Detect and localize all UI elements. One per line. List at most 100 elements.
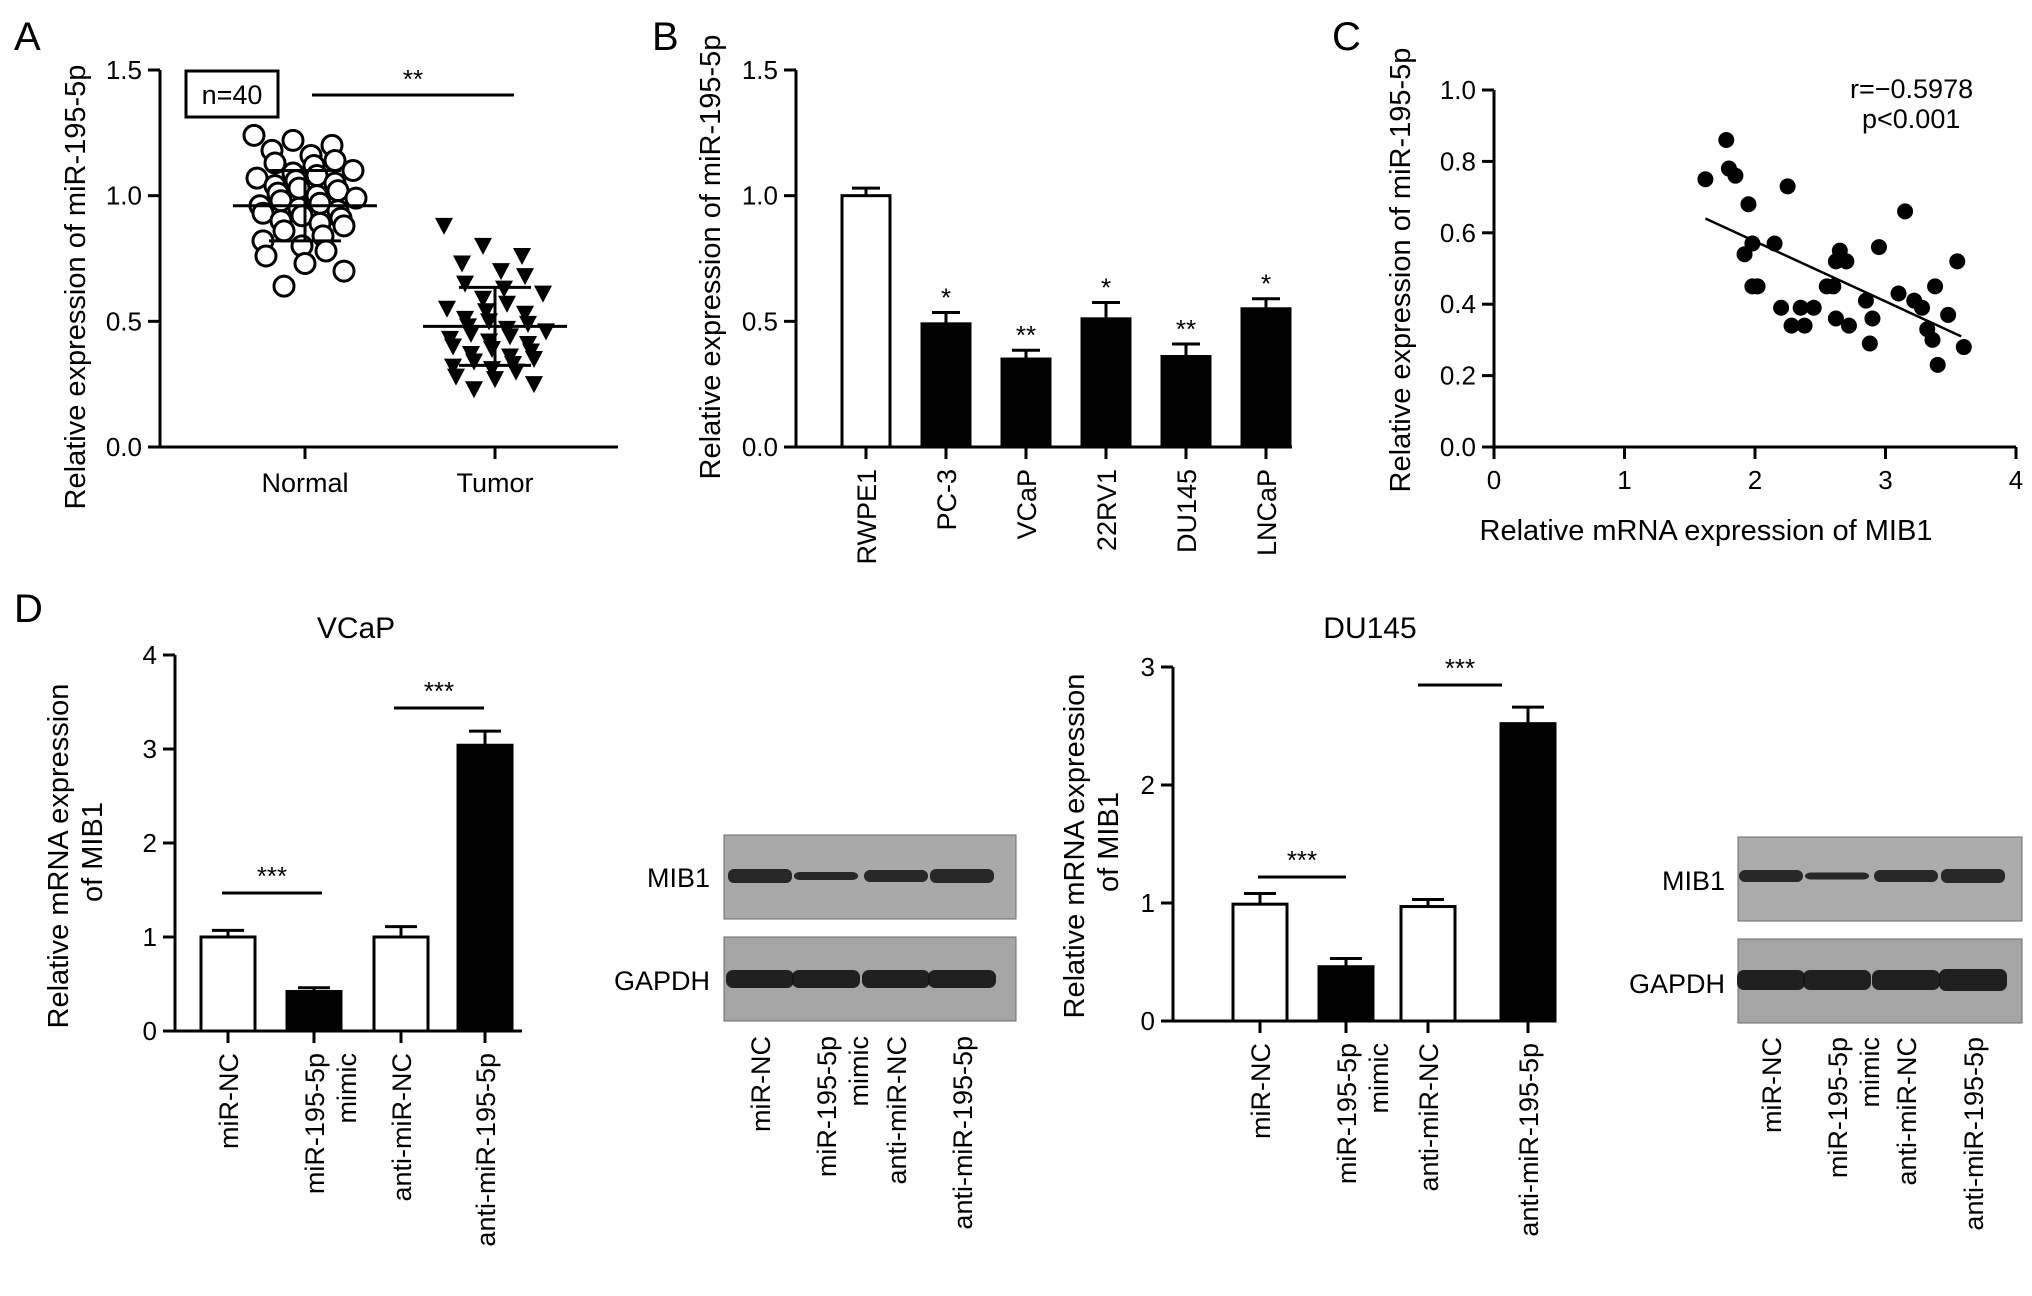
gapdh-band bbox=[792, 970, 860, 988]
chart-c-xtick-label: 1 bbox=[1617, 465, 1631, 495]
tumor-point bbox=[453, 255, 471, 273]
tumor-point bbox=[534, 285, 552, 303]
chart-c-xlabel: Relative mRNA expression of MIB1 bbox=[1480, 515, 1933, 547]
gapdh-band bbox=[928, 970, 996, 988]
tumor-point bbox=[507, 363, 525, 381]
chart-a: Relative expression of miR-195-5p 0.0 0.5… bbox=[60, 55, 618, 509]
chart-a-category-label: Normal bbox=[261, 468, 348, 498]
blot-vcap-label-gapdh: GAPDH bbox=[614, 966, 710, 996]
scatter-point bbox=[1740, 196, 1757, 213]
chart-b-bars: ******* bbox=[840, 186, 1292, 449]
chart-d-du145-significance: *** *** bbox=[1258, 653, 1502, 879]
chart-c-xtick-label: 2 bbox=[1748, 465, 1762, 495]
chart-c-points bbox=[1697, 131, 1972, 373]
bar-rwpe1 bbox=[840, 194, 892, 449]
scatter-point bbox=[1840, 317, 1857, 334]
d2-ytick-label: 3 bbox=[1141, 652, 1155, 682]
normal-point bbox=[263, 151, 287, 175]
scatter-point bbox=[1792, 299, 1809, 316]
normal-point bbox=[272, 219, 296, 243]
chart-c-ticks: 0.0 0.2 0.4 0.6 0.8 1.0 0 1 2 3 4 bbox=[1440, 75, 2023, 495]
chart-a-ytick-label: 0.0 bbox=[106, 432, 142, 462]
panel-label-c: C bbox=[1332, 15, 1361, 59]
chart-c-axes bbox=[1492, 90, 2016, 449]
bar-du145 bbox=[1160, 355, 1212, 449]
bar bbox=[456, 743, 514, 1033]
tumor-point bbox=[465, 381, 483, 399]
chart-d-vcap-ylabel-line2: of MIB1 bbox=[77, 802, 109, 902]
normal-point bbox=[281, 128, 305, 152]
tumor-point bbox=[474, 290, 492, 308]
scatter-point bbox=[1890, 285, 1907, 302]
scatter-point bbox=[1924, 331, 1941, 348]
panel-label-a: A bbox=[14, 15, 41, 59]
chart-b-category-label: VCaP bbox=[1012, 469, 1042, 540]
scatter-point bbox=[1827, 310, 1844, 327]
scatter-point bbox=[1927, 278, 1944, 295]
tumor-point bbox=[495, 280, 513, 298]
chart-c-xtick-label: 4 bbox=[2009, 465, 2023, 495]
chart-b-category-label: PC-3 bbox=[932, 469, 962, 531]
tumor-point bbox=[477, 303, 495, 321]
chart-d-vcap-significance: *** *** bbox=[222, 676, 484, 895]
mib1-band bbox=[864, 870, 928, 882]
tumor-point bbox=[483, 340, 501, 358]
chart-a-ylabel: Relative expression of miR-195-5p bbox=[60, 65, 92, 510]
tumor-point bbox=[525, 351, 543, 369]
chart-d-du145-yticks: 0 1 2 3 bbox=[1141, 652, 1173, 1036]
tumor-point bbox=[444, 338, 462, 356]
panel-label-b: B bbox=[652, 15, 679, 59]
d2-ytick-label: 0 bbox=[1141, 1006, 1155, 1036]
scatter-point bbox=[1838, 253, 1855, 270]
chart-b: Relative expression of miR-195-5p 0.0 0.5… bbox=[695, 35, 1292, 565]
tumor-point bbox=[456, 275, 474, 293]
chart-b-ytick-label: 0.0 bbox=[742, 432, 778, 462]
lane-label: miR-195-5p bbox=[812, 1036, 842, 1177]
chart-d-vcap-categories: miR-NC miR-195-5p mimic anti-miR-NC anti-miR… bbox=[214, 1053, 501, 1247]
blot-du145-label-mib1: MIB1 bbox=[1662, 866, 1725, 896]
chart-b-category-label: RWPE1 bbox=[852, 469, 882, 565]
gapdh-band bbox=[1803, 970, 1871, 990]
scatter-point bbox=[1749, 278, 1766, 295]
mib1-band bbox=[728, 869, 792, 883]
chart-a-mean-sd bbox=[233, 169, 567, 367]
gapdh-band bbox=[1939, 969, 2007, 991]
bar bbox=[199, 935, 257, 1033]
d1-ytick-label: 1 bbox=[143, 922, 157, 952]
significance-marker: * bbox=[1261, 269, 1271, 299]
significance-marker: *** bbox=[1445, 653, 1475, 683]
bar bbox=[1317, 965, 1375, 1023]
chart-d-du145-ylabel-line2: of MIB1 bbox=[1093, 792, 1125, 892]
tumor-point bbox=[447, 368, 465, 386]
significance-marker: * bbox=[1101, 272, 1111, 302]
bar bbox=[372, 935, 430, 1033]
chart-b-category-label: LNCaP bbox=[1252, 469, 1282, 556]
scatter-point bbox=[1796, 317, 1813, 334]
d2-ytick-label: 2 bbox=[1141, 770, 1155, 800]
western-blot-vcap: MIB1 GAPDH miR-NC miR-195-5p mimic anti-miR… bbox=[614, 834, 1017, 1230]
gapdh-band bbox=[862, 970, 930, 988]
chart-c-ytick-label: 0.2 bbox=[1440, 361, 1476, 391]
chart-a-ytick-label: 0.5 bbox=[106, 306, 142, 336]
significance-marker: *** bbox=[1287, 845, 1317, 875]
lane-label: anti-miR-195-5p bbox=[948, 1036, 978, 1230]
chart-a-category-label: Tumor bbox=[456, 468, 533, 498]
category-label: anti-miR-NC bbox=[1414, 1043, 1444, 1192]
sample-size-box bbox=[184, 69, 280, 119]
tumor-point bbox=[474, 237, 492, 255]
tumor-point bbox=[513, 247, 531, 265]
significance-marker: ** bbox=[1176, 314, 1196, 344]
mib1-band bbox=[1874, 870, 1938, 882]
chart-c-ytick-label: 0.6 bbox=[1440, 218, 1476, 248]
chart-c-ylabel: Relative expression of miR-195-5p bbox=[1385, 48, 1417, 493]
normal-point bbox=[242, 123, 266, 147]
tumor-point bbox=[516, 305, 534, 323]
gapdh-band bbox=[726, 970, 794, 988]
blot-vcap-bands bbox=[726, 869, 996, 988]
scatter-point bbox=[1697, 171, 1714, 188]
scatter-point bbox=[1861, 335, 1878, 352]
chart-c: Relative expression of miR-195-5p Relati… bbox=[1385, 48, 2023, 547]
scatter-point bbox=[1864, 310, 1881, 327]
category-label: miR-195-5p bbox=[300, 1053, 330, 1194]
gapdh-band bbox=[1737, 970, 1805, 990]
